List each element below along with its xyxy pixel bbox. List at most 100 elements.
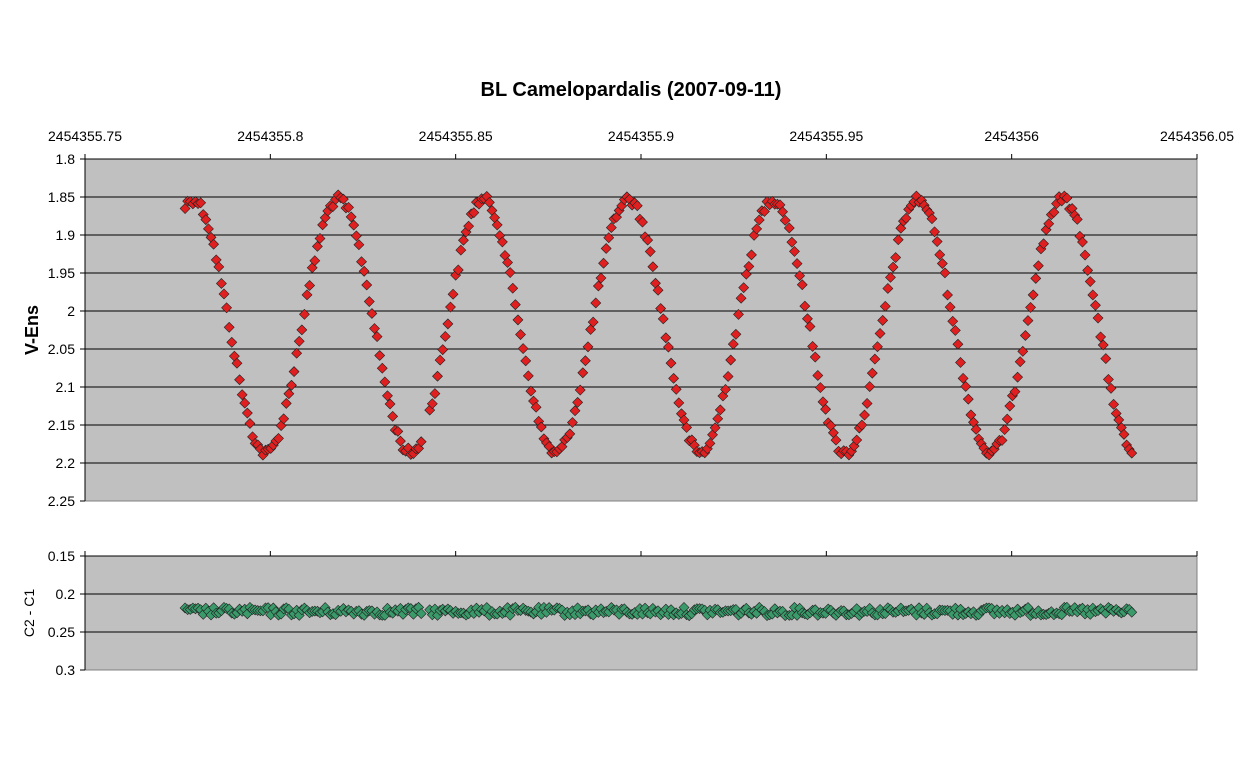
variable-data-point bbox=[504, 267, 516, 278]
variable-data-point bbox=[244, 418, 256, 429]
variable-data-point bbox=[885, 271, 896, 283]
variable-data-point bbox=[704, 437, 716, 449]
variable-plot-area bbox=[84, 158, 1198, 502]
variable-data-point bbox=[348, 219, 360, 231]
variable-data-point bbox=[447, 288, 459, 300]
variable-data-point bbox=[507, 282, 519, 294]
variable-data-point bbox=[208, 238, 220, 250]
variable-data-point bbox=[200, 214, 212, 226]
variable-data-point bbox=[1001, 413, 1013, 425]
variable-data-point bbox=[595, 272, 607, 284]
variable-data-point bbox=[293, 335, 305, 347]
variable-data-point bbox=[1043, 218, 1055, 230]
variable-data-point bbox=[727, 338, 739, 350]
variable-data-point bbox=[637, 216, 648, 228]
variable-data-point bbox=[572, 396, 584, 408]
variable-data-point bbox=[663, 341, 674, 353]
variable-data-point bbox=[491, 219, 503, 231]
variable-data-point bbox=[592, 280, 604, 292]
variable-data-point bbox=[273, 432, 284, 444]
variable-data-point bbox=[603, 232, 615, 244]
variable-data-point bbox=[882, 283, 894, 294]
variable-data-point bbox=[213, 261, 225, 273]
variable-data-point bbox=[879, 300, 891, 312]
variable-y-tick-label: 1.8 bbox=[56, 151, 76, 167]
variable-data-point bbox=[1014, 356, 1026, 368]
variable-data-point bbox=[515, 329, 526, 340]
variable-data-point bbox=[759, 206, 770, 217]
variable-data-point bbox=[280, 397, 292, 409]
variable-data-point bbox=[579, 355, 591, 367]
variable-data-point bbox=[722, 371, 734, 382]
variable-data-point bbox=[877, 314, 889, 326]
variable-data-point bbox=[574, 384, 586, 396]
variable-y-tick-label: 1.95 bbox=[48, 265, 75, 281]
variable-data-point bbox=[931, 236, 943, 247]
variable-data-point bbox=[366, 308, 378, 319]
variable-data-point bbox=[746, 249, 757, 261]
variable-data-point bbox=[590, 297, 602, 309]
variable-data-point bbox=[376, 362, 388, 374]
variable-data-point bbox=[809, 351, 821, 363]
variable-data-point bbox=[509, 299, 521, 311]
variable-data-point bbox=[283, 388, 295, 400]
comparison-y-axis-label: C2 - C1 bbox=[21, 589, 37, 637]
variable-data-point bbox=[437, 344, 449, 356]
variable-data-point bbox=[957, 372, 969, 384]
variable-data-point bbox=[1084, 276, 1096, 287]
variable-data-point bbox=[709, 422, 721, 434]
x-tick-label: 2454356 bbox=[984, 128, 1039, 144]
variable-data-point bbox=[777, 206, 789, 218]
variable-data-point bbox=[733, 308, 744, 320]
variable-y-tick-label: 2 bbox=[67, 303, 75, 319]
variable-data-point bbox=[535, 421, 547, 433]
variable-data-point bbox=[647, 261, 659, 273]
variable-data-point bbox=[426, 398, 438, 410]
variable-data-point bbox=[892, 234, 904, 246]
variable-data-point bbox=[429, 388, 441, 400]
variable-data-point bbox=[820, 403, 832, 415]
variable-data-point bbox=[363, 296, 375, 307]
comparison-data-point bbox=[415, 608, 427, 620]
variable-data-point bbox=[241, 407, 253, 419]
variable-data-point bbox=[577, 367, 589, 379]
variable-data-point bbox=[358, 265, 370, 277]
variable-data-point bbox=[445, 301, 456, 313]
variable-data-point bbox=[1118, 428, 1130, 440]
variable-data-point bbox=[605, 222, 617, 234]
variable-data-point bbox=[1004, 400, 1016, 412]
variable-y-tick-label: 2.1 bbox=[56, 379, 76, 395]
variable-data-point bbox=[673, 397, 685, 409]
variable-data-point bbox=[738, 282, 750, 294]
variable-data-point bbox=[743, 261, 755, 272]
variable-data-point bbox=[970, 423, 982, 435]
variable-data-point bbox=[218, 288, 230, 300]
variable-data-point bbox=[395, 435, 406, 447]
variable-data-point bbox=[278, 413, 290, 425]
variable-data-point bbox=[789, 246, 800, 257]
variable-data-point bbox=[1100, 353, 1112, 364]
variable-data-point bbox=[221, 302, 233, 314]
variable-data-point bbox=[804, 321, 816, 332]
variable-data-point bbox=[350, 230, 362, 242]
variable-y-tick-label: 2.15 bbox=[48, 417, 75, 433]
variable-data-point bbox=[1126, 447, 1138, 459]
variable-data-point bbox=[887, 261, 899, 273]
variable-data-point bbox=[582, 341, 594, 353]
variable-data-point bbox=[301, 289, 313, 301]
x-tick-label: 2454355.75 bbox=[48, 128, 122, 144]
variable-data-point bbox=[939, 267, 951, 279]
variable-data-point bbox=[345, 211, 357, 223]
variable-data-point bbox=[872, 341, 883, 353]
variable-data-point bbox=[512, 314, 524, 326]
variable-data-point bbox=[631, 200, 643, 212]
variable-data-point bbox=[369, 323, 380, 334]
comparison-y-tick-label: 0.15 bbox=[48, 548, 75, 564]
variable-data-point bbox=[525, 385, 537, 397]
variable-data-point bbox=[1019, 330, 1031, 341]
variable-data-point bbox=[309, 255, 321, 267]
variable-data-point bbox=[929, 226, 940, 238]
variable-data-point bbox=[812, 370, 824, 381]
variable-data-point bbox=[668, 372, 680, 384]
